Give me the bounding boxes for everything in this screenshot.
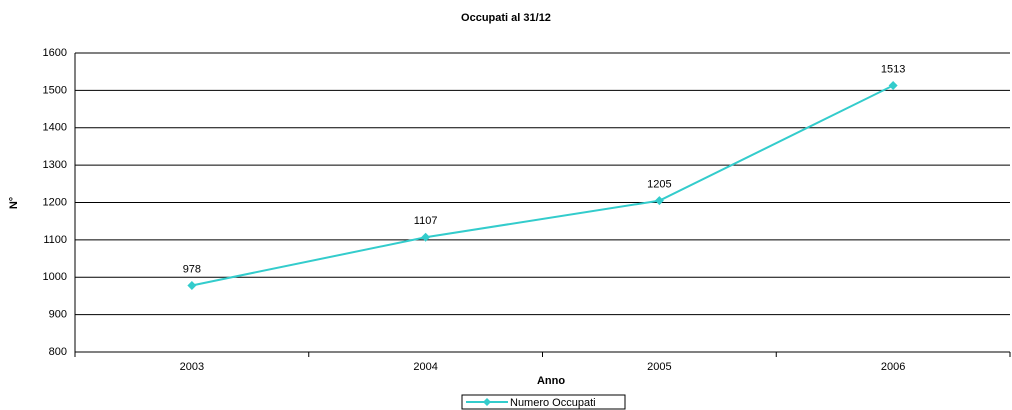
point <box>654 196 664 206</box>
y-tick-label: 800 <box>49 346 67 358</box>
y-tick-label: 1600 <box>43 47 67 59</box>
x-axis-label: Anno <box>537 375 565 387</box>
data-label: 978 <box>183 263 201 275</box>
legend-label: Numero Occupati <box>510 397 596 409</box>
point <box>421 232 431 242</box>
data-label: 1513 <box>881 63 905 75</box>
x-tick-label: 2006 <box>881 361 905 373</box>
point <box>888 81 898 91</box>
y-tick-label: 1200 <box>43 196 67 208</box>
x-tick-label: 2003 <box>180 361 204 373</box>
line <box>191 84 894 287</box>
data-label: 1205 <box>647 179 671 191</box>
data-label: 1107 <box>414 215 438 227</box>
y-tick-label: 1000 <box>43 271 67 283</box>
y-tick-label: 1100 <box>43 234 67 246</box>
y-axis-label: N° <box>8 197 20 209</box>
x-tick-label: 2005 <box>647 361 671 373</box>
y-tick-label: 1500 <box>43 84 67 96</box>
y-tick-label: 1300 <box>43 159 67 171</box>
point <box>187 280 197 290</box>
x-tick-label: 2004 <box>413 361 437 373</box>
y-tick-label: 1400 <box>43 122 67 134</box>
y-tick-label: 900 <box>49 309 67 321</box>
chart-title: Occupati al 31/12 <box>461 12 551 24</box>
legend-box <box>461 394 626 410</box>
legend-marker <box>483 398 491 406</box>
